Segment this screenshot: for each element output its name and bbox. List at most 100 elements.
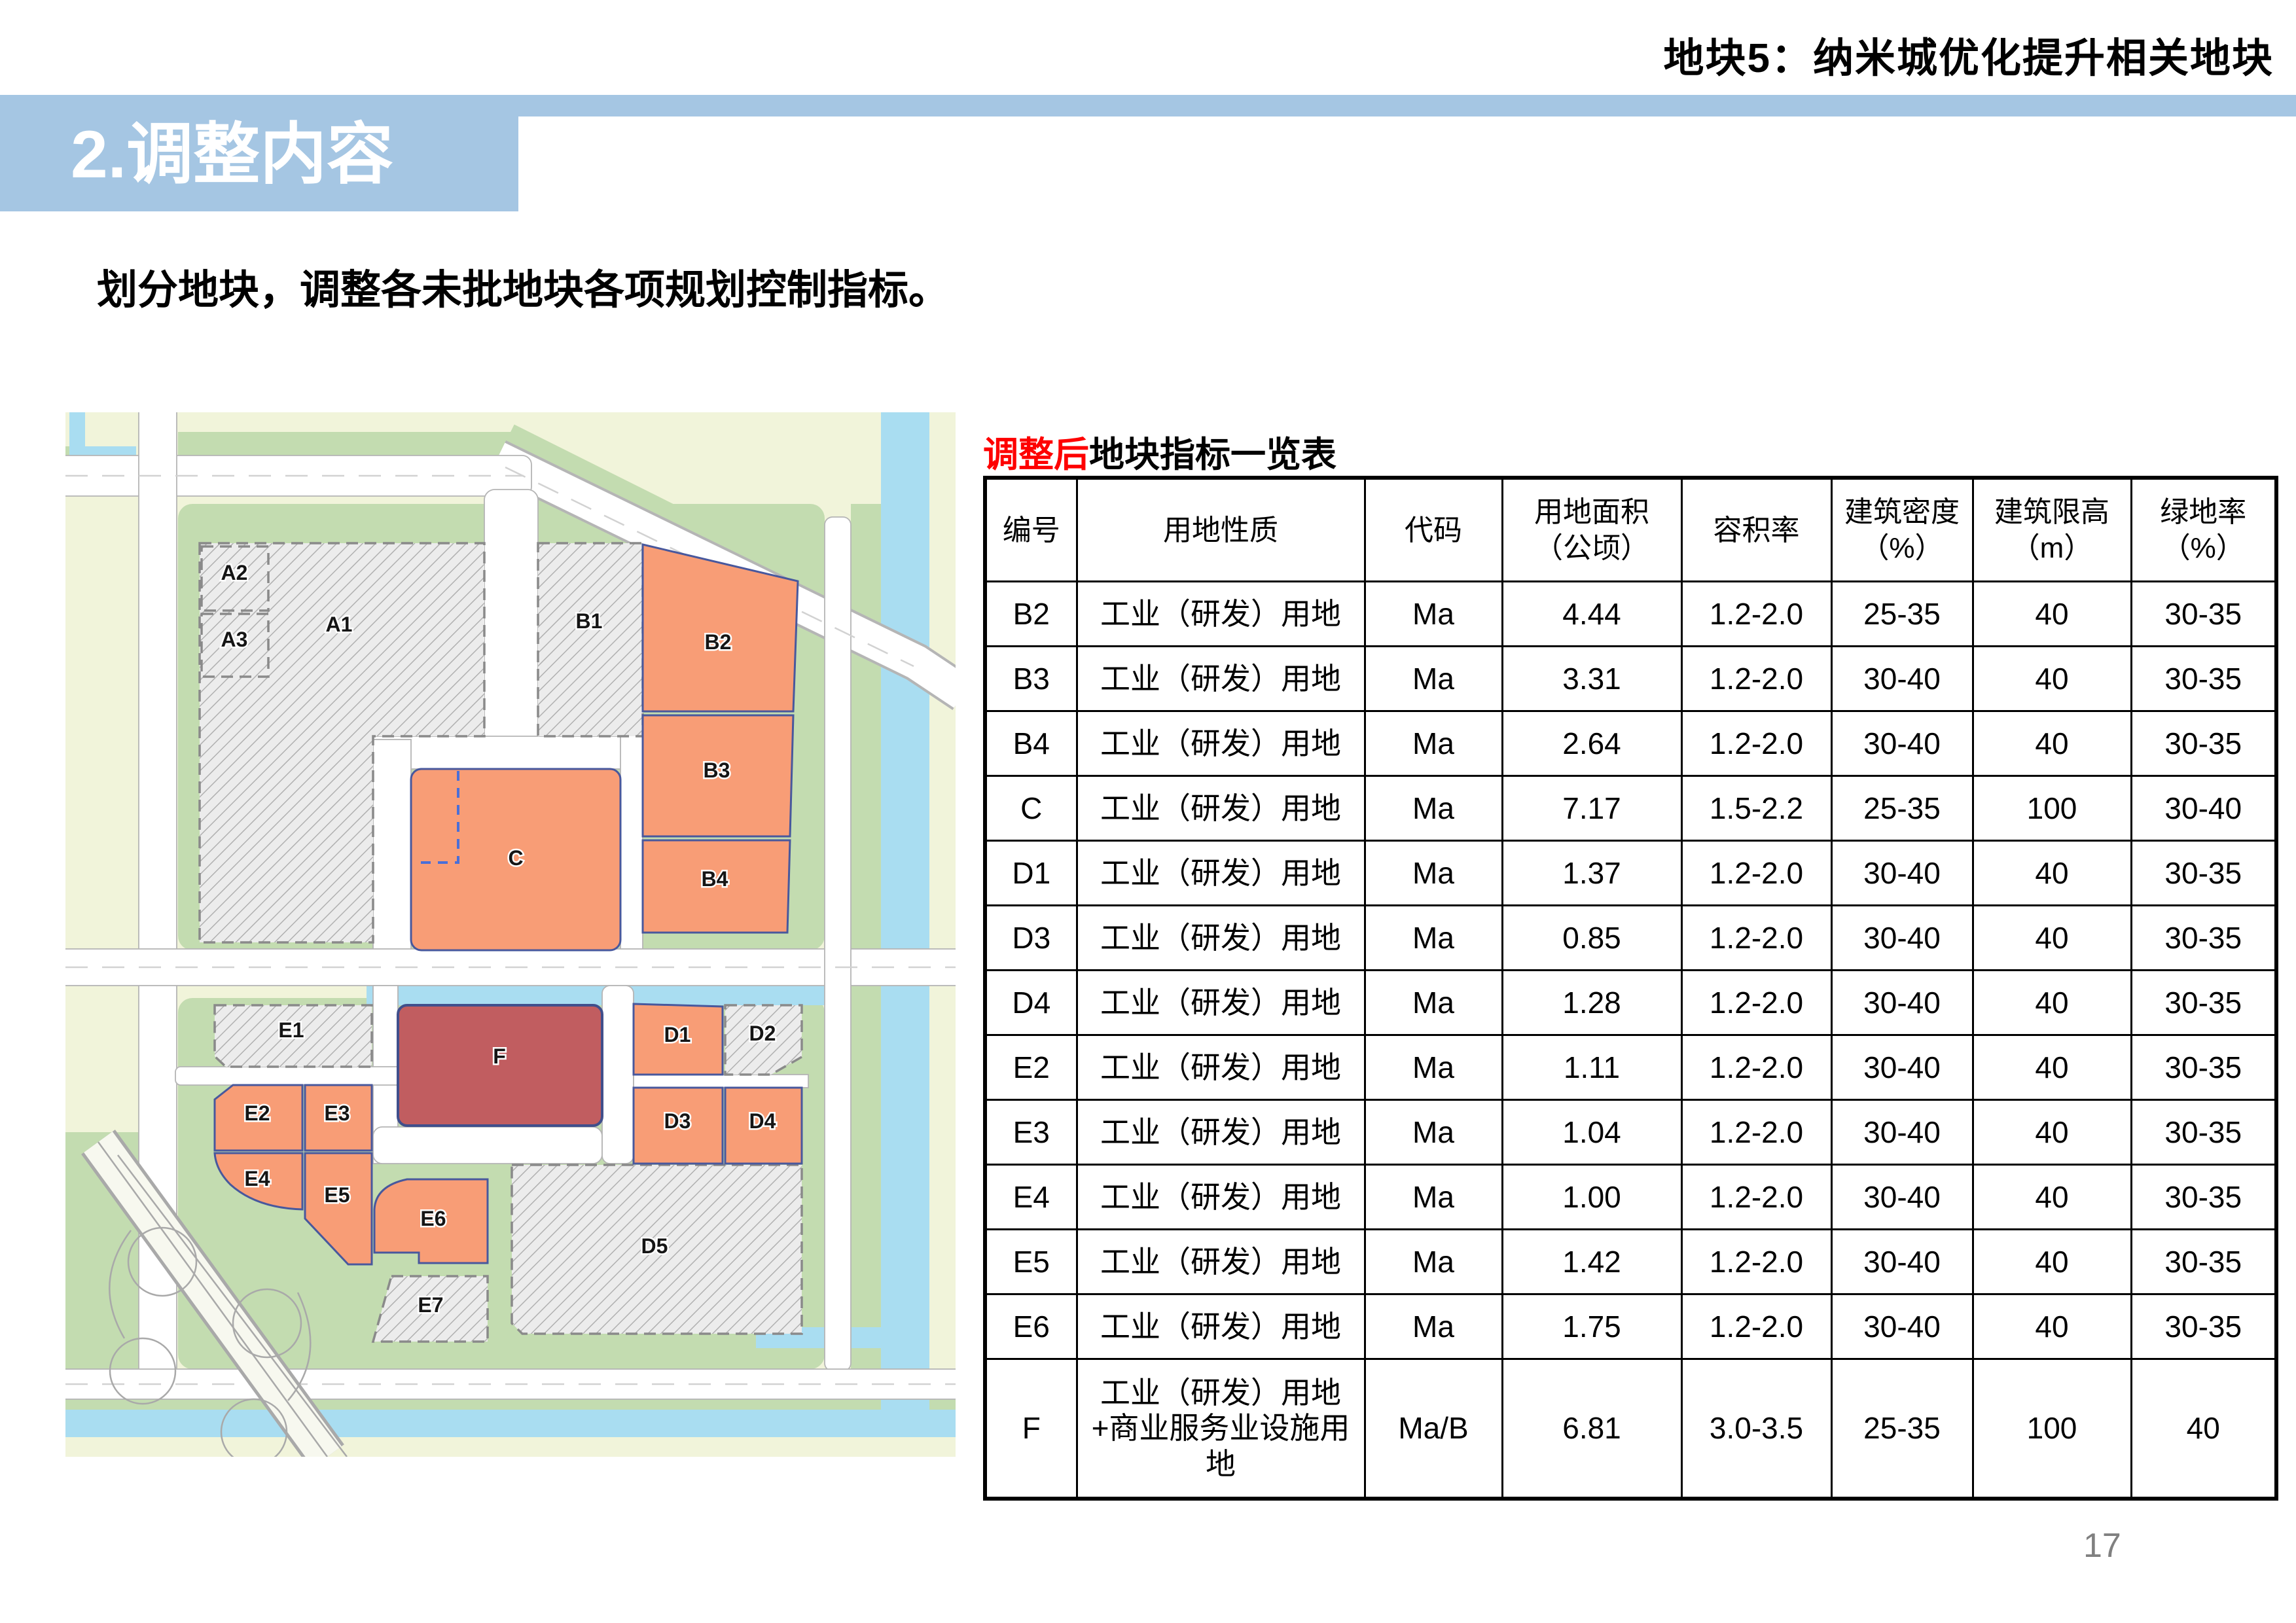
cell-far: 1.2-2.0	[1680, 904, 1833, 971]
parcel-C	[410, 768, 622, 952]
cell-use: 工业（研发）用地	[1075, 580, 1366, 647]
parcel-D4	[724, 1086, 803, 1165]
cell-id: E3	[984, 1099, 1078, 1166]
road-f-right	[601, 985, 634, 1164]
cell-use: 工业（研发）用地	[1075, 1164, 1366, 1230]
parcel-B4	[641, 839, 791, 934]
parcel-D3	[632, 1086, 724, 1165]
table-row-B4: B4 工业（研发）用地 Ma 2.64 1.2-2.0 30-40 40 30-35	[984, 710, 2278, 777]
cell-height: 100	[1971, 1358, 2132, 1500]
cell-use: 工业（研发）用地	[1075, 904, 1366, 971]
cell-area: 6.81	[1501, 1358, 1683, 1500]
col-header-6: 建筑限高（m）	[1971, 476, 2132, 582]
river-right	[881, 412, 929, 1436]
parcel-label-E6: E6	[420, 1207, 446, 1230]
cell-area: 7.17	[1501, 775, 1683, 842]
cell-height: 40	[1971, 1228, 2132, 1295]
col-header-1: 用地性质	[1075, 476, 1366, 582]
cell-green: 30-35	[2130, 1164, 2278, 1230]
cell-use: 工业（研发）用地	[1075, 1293, 1366, 1360]
col-header-3: 用地面积（公顷）	[1501, 476, 1683, 582]
canal-bottom	[65, 1410, 956, 1437]
cell-height: 40	[1971, 1164, 2132, 1230]
cell-code: Ma	[1363, 645, 1503, 712]
table-row-B3: B3 工业（研发）用地 Ma 3.31 1.2-2.0 30-40 40 30-35	[984, 645, 2278, 712]
land-use-map: A2 A3 A1 B1 B2 B3 B4 C F E1 E2 E3 E4 E5 E6 E7 D1 D2 D3 D4 D5	[65, 412, 956, 1457]
parcel-E7	[371, 1275, 489, 1343]
cell-green: 30-35	[2130, 1228, 2278, 1295]
cell-code: Ma	[1363, 1228, 1503, 1295]
parcel-label-E1: E1	[278, 1018, 304, 1042]
cell-density: 30-40	[1830, 1099, 1974, 1166]
col-header-0: 编号	[984, 476, 1078, 582]
cell-use: 工业（研发）用地	[1075, 1099, 1366, 1166]
parcel-label-A2: A2	[221, 561, 248, 584]
road-c-left	[372, 739, 412, 966]
cell-green: 30-35	[2130, 1099, 2278, 1166]
cell-green: 30-35	[2130, 580, 2278, 647]
col-header-7: 绿地率（%）	[2130, 476, 2278, 582]
cell-id: B3	[984, 645, 1078, 712]
cell-use: 工业（研发）用地	[1075, 969, 1366, 1036]
table-title-highlight: 调整后	[983, 435, 1089, 474]
cell-far: 1.2-2.0	[1680, 645, 1833, 712]
cell-green: 30-35	[2130, 645, 2278, 712]
cell-area: 1.75	[1501, 1293, 1683, 1360]
cell-area: 1.28	[1501, 969, 1683, 1036]
cell-area: 0.85	[1501, 904, 1683, 971]
parcel-E2	[213, 1084, 304, 1152]
table-row-F: F 工业（研发）用地+商业服务业设施用地 Ma/B 6.81 3.0-3.5 25-35 1…	[984, 1358, 2278, 1500]
cell-id: B4	[984, 710, 1078, 777]
cell-code: Ma	[1363, 710, 1503, 777]
cell-height: 40	[1971, 645, 2132, 712]
road-a-b	[484, 489, 539, 772]
table-body: B2 工业（研发）用地 Ma 4.44 1.2-2.0 25-35 40 30-35 B3 工业（…	[984, 580, 2278, 1500]
cell-code: Ma	[1363, 775, 1503, 842]
table-row-B2: B2 工业（研发）用地 Ma 4.44 1.2-2.0 25-35 40 30-35	[984, 580, 2278, 647]
parcel-label-E3: E3	[324, 1101, 350, 1125]
cell-use: 工业（研发）用地	[1075, 645, 1366, 712]
cell-density: 25-35	[1830, 775, 1974, 842]
road-e1-bottom	[175, 1066, 404, 1086]
cell-id: E2	[984, 1034, 1078, 1101]
road-f-bottom	[372, 1126, 603, 1164]
c-dashed-boundary	[414, 771, 459, 864]
parcel-label-B3: B3	[704, 758, 730, 782]
parcel-label-D1: D1	[664, 1023, 691, 1046]
parcel-label-E4: E4	[244, 1167, 270, 1190]
parcel-A2	[200, 545, 270, 612]
col-header-4: 容积率	[1680, 476, 1833, 582]
cell-area: 1.04	[1501, 1099, 1683, 1166]
parcel-E3	[304, 1084, 373, 1152]
cell-code: Ma	[1363, 1099, 1503, 1166]
cell-height: 40	[1971, 1293, 2132, 1360]
table-title-rest: 地块指标一览表	[1089, 435, 1336, 474]
indicator-table: 编号 用地性质 代码 用地面积（公顷） 容积率 建筑密度（%） 建筑限高（m） 绿地率（%） …	[983, 476, 2278, 1501]
cell-area: 4.44	[1501, 580, 1683, 647]
parcel-label-B1: B1	[576, 609, 603, 633]
cell-area: 2.64	[1501, 710, 1683, 777]
parcel-label-D3: D3	[664, 1109, 691, 1133]
table-row-D1: D1 工业（研发）用地 Ma 1.37 1.2-2.0 30-40 40 30-35	[984, 840, 2278, 906]
cell-far: 1.2-2.0	[1680, 1164, 1833, 1230]
cell-use: 工业（研发）用地	[1075, 775, 1366, 842]
parcel-label-B4: B4	[702, 867, 728, 891]
cell-green: 30-35	[2130, 710, 2278, 777]
cell-far: 3.0-3.5	[1680, 1358, 1833, 1500]
parcel-label-E7: E7	[418, 1293, 443, 1317]
parcel-label-B2: B2	[705, 630, 732, 654]
cell-far: 1.2-2.0	[1680, 580, 1833, 647]
table-row-D4: D4 工业（研发）用地 Ma 1.28 1.2-2.0 30-40 40 30-35	[984, 969, 2278, 1036]
table-row-E5: E5 工业（研发）用地 Ma 1.42 1.2-2.0 30-40 40 30-35	[984, 1228, 2278, 1295]
cell-far: 1.2-2.0	[1680, 969, 1833, 1036]
cell-green: 30-35	[2130, 904, 2278, 971]
cell-use: 工业（研发）用地	[1075, 840, 1366, 906]
cell-density: 25-35	[1830, 1358, 1974, 1500]
cell-density: 25-35	[1830, 580, 1974, 647]
parcel-B3	[641, 714, 795, 838]
parcel-label-A3: A3	[221, 628, 248, 651]
cell-use: 工业（研发）用地+商业服务业设施用地	[1075, 1358, 1366, 1500]
cell-code: Ma	[1363, 580, 1503, 647]
parcel-label-C: C	[508, 846, 523, 870]
parcel-A3	[200, 613, 270, 678]
